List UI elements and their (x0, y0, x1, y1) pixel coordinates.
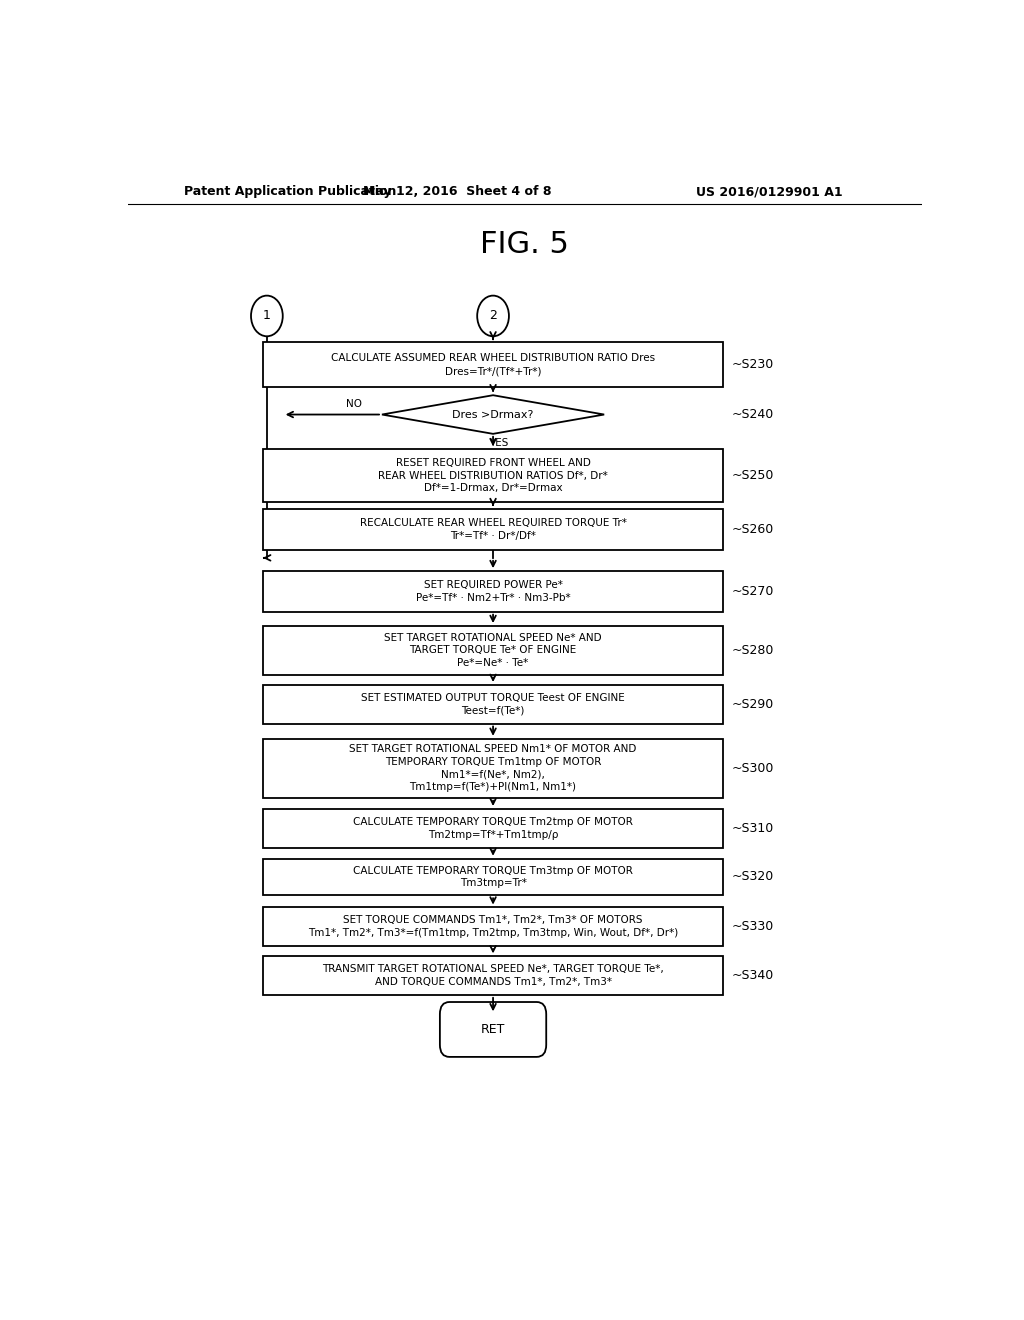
Text: TRANSMIT TARGET ROTATIONAL SPEED Ne*, TARGET TORQUE Te*,
AND TORQUE COMMANDS Tm1: TRANSMIT TARGET ROTATIONAL SPEED Ne*, TA… (323, 964, 664, 987)
Text: YES: YES (488, 438, 508, 447)
Polygon shape (382, 395, 604, 434)
Text: FIG. 5: FIG. 5 (480, 230, 569, 259)
FancyBboxPatch shape (263, 510, 723, 549)
Text: Patent Application Publication: Patent Application Publication (183, 185, 396, 198)
Circle shape (477, 296, 509, 337)
FancyBboxPatch shape (263, 956, 723, 995)
Text: SET REQUIRED POWER Pe*
Pe*=Tf* · Nm2+Tr* · Nm3-Pb*: SET REQUIRED POWER Pe* Pe*=Tf* · Nm2+Tr*… (416, 579, 570, 603)
Text: ~S250: ~S250 (731, 469, 773, 482)
Text: ~S260: ~S260 (731, 523, 773, 536)
Text: ~S290: ~S290 (731, 698, 773, 710)
Text: May 12, 2016  Sheet 4 of 8: May 12, 2016 Sheet 4 of 8 (364, 185, 552, 198)
Circle shape (251, 296, 283, 337)
FancyBboxPatch shape (263, 809, 723, 847)
Text: ~S280: ~S280 (731, 644, 773, 657)
Text: 1: 1 (263, 309, 270, 322)
FancyBboxPatch shape (263, 626, 723, 675)
FancyBboxPatch shape (440, 1002, 546, 1057)
Text: CALCULATE TEMPORARY TORQUE Tm3tmp OF MOTOR
Tm3tmp=Tr*: CALCULATE TEMPORARY TORQUE Tm3tmp OF MOT… (353, 866, 633, 888)
Text: ~S310: ~S310 (731, 822, 773, 834)
Text: ~S320: ~S320 (731, 870, 773, 883)
FancyBboxPatch shape (263, 739, 723, 797)
Text: ~S300: ~S300 (731, 762, 773, 775)
FancyBboxPatch shape (263, 449, 723, 502)
FancyBboxPatch shape (263, 907, 723, 946)
Text: RECALCULATE REAR WHEEL REQUIRED TORQUE Tr*
Tr*=Tf* · Dr*/Df*: RECALCULATE REAR WHEEL REQUIRED TORQUE T… (359, 517, 627, 541)
FancyBboxPatch shape (263, 342, 723, 387)
FancyBboxPatch shape (263, 859, 723, 895)
Text: SET TORQUE COMMANDS Tm1*, Tm2*, Tm3* OF MOTORS
Tm1*, Tm2*, Tm3*=f(Tm1tmp, Tm2tmp: SET TORQUE COMMANDS Tm1*, Tm2*, Tm3* OF … (308, 915, 678, 939)
Text: CALCULATE ASSUMED REAR WHEEL DISTRIBUTION RATIO Dres
Dres=Tr*/(Tf*+Tr*): CALCULATE ASSUMED REAR WHEEL DISTRIBUTIO… (331, 354, 655, 376)
Text: RET: RET (481, 1023, 505, 1036)
Text: ~S240: ~S240 (731, 408, 773, 421)
Text: SET ESTIMATED OUTPUT TORQUE Teest OF ENGINE
Teest=f(Te*): SET ESTIMATED OUTPUT TORQUE Teest OF ENG… (361, 693, 625, 715)
Text: Dres >Drmax?: Dres >Drmax? (453, 409, 534, 420)
Text: 2: 2 (489, 309, 497, 322)
FancyBboxPatch shape (263, 685, 723, 723)
Text: NO: NO (346, 400, 362, 409)
Text: SET TARGET ROTATIONAL SPEED Ne* AND
TARGET TORQUE Te* OF ENGINE
Pe*=Ne* · Te*: SET TARGET ROTATIONAL SPEED Ne* AND TARG… (384, 632, 602, 668)
Text: US 2016/0129901 A1: US 2016/0129901 A1 (695, 185, 842, 198)
Text: CALCULATE TEMPORARY TORQUE Tm2tmp OF MOTOR
Tm2tmp=Tf*+Tm1tmp/ρ: CALCULATE TEMPORARY TORQUE Tm2tmp OF MOT… (353, 817, 633, 840)
FancyBboxPatch shape (263, 572, 723, 611)
Text: ~S230: ~S230 (731, 358, 773, 371)
Text: ~S330: ~S330 (731, 920, 773, 933)
Text: SET TARGET ROTATIONAL SPEED Nm1* OF MOTOR AND
TEMPORARY TORQUE Tm1tmp OF MOTOR
N: SET TARGET ROTATIONAL SPEED Nm1* OF MOTO… (349, 744, 637, 792)
Text: ~S270: ~S270 (731, 585, 773, 598)
Text: ~S340: ~S340 (731, 969, 773, 982)
Text: RESET REQUIRED FRONT WHEEL AND
REAR WHEEL DISTRIBUTION RATIOS Df*, Dr*
Df*=1-Drm: RESET REQUIRED FRONT WHEEL AND REAR WHEE… (378, 458, 608, 494)
